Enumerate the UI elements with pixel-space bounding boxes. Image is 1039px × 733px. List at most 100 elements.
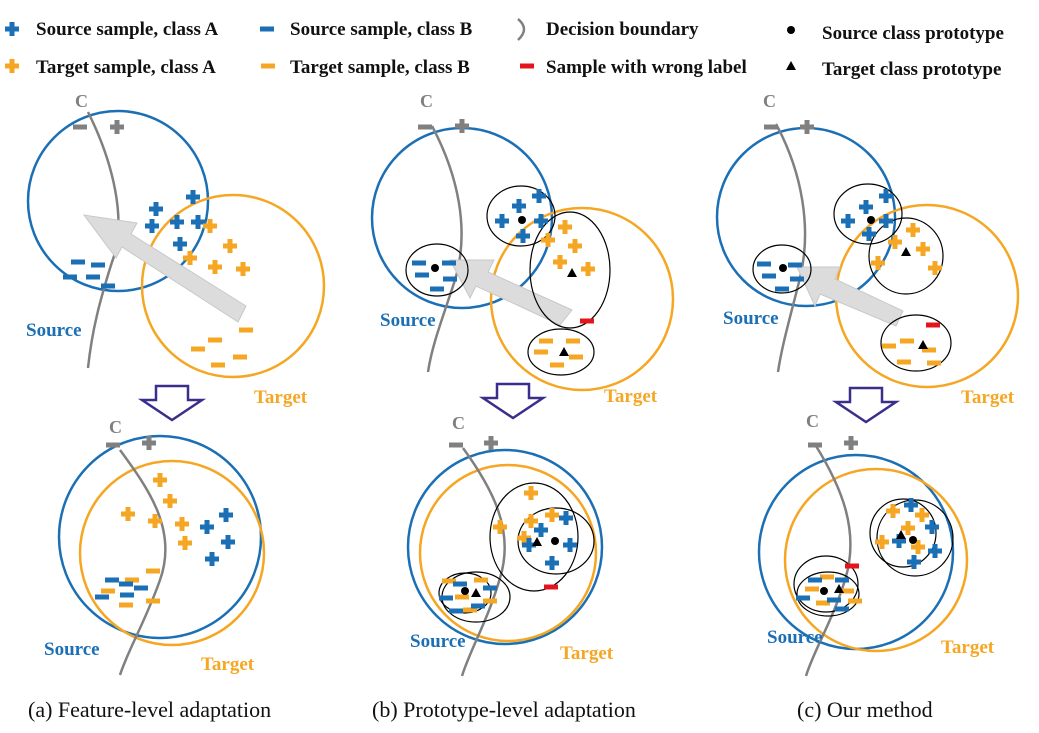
target-label: Target [941, 637, 995, 658]
target-domain-circle [489, 206, 675, 392]
target-class-a-icon [5, 59, 19, 73]
target-prototype-icon [786, 61, 796, 70]
panel-b: C [370, 91, 675, 722]
boundary-label: C [420, 91, 433, 111]
wrong-label-sample [926, 322, 940, 328]
boundary-label: C [763, 91, 776, 111]
target-prototype-a [532, 537, 542, 546]
legend-target-a: Target sample, class A [5, 57, 216, 78]
target-prototype-b [834, 584, 844, 593]
target-samples-b [101, 568, 160, 608]
target-class-b-icon [261, 63, 275, 69]
target-domain-circle [783, 467, 969, 653]
down-arrow-icon [481, 382, 545, 420]
legend-boundary-label: Decision boundary [546, 19, 699, 40]
minus-side-icon [449, 442, 463, 448]
panel-c-after: C [757, 411, 995, 677]
panel-caption: (c) Our method [797, 697, 933, 722]
legend-source-a: Source sample, class A [5, 19, 219, 40]
down-arrow-icon [140, 384, 204, 422]
legend-target-a-label: Target sample, class A [36, 57, 216, 78]
panel-a: C Source [26, 91, 326, 722]
wrong-label-icon [520, 63, 534, 69]
panel-caption: (b) Prototype-level adaptation [372, 697, 636, 722]
minus-side-icon [418, 124, 432, 130]
target-samples-a [541, 220, 595, 276]
target-cluster-a [529, 211, 611, 329]
source-prototype-b [820, 587, 828, 595]
decision-boundary [460, 447, 506, 677]
legend-wrong-label: Sample with wrong label [546, 57, 747, 78]
plus-side-icon [800, 120, 814, 134]
source-prototype-b [431, 264, 439, 272]
target-cluster-b [880, 314, 952, 372]
panel-b-after: C [406, 413, 614, 677]
source-domain-circle [26, 109, 210, 293]
source-cluster-b [793, 555, 859, 613]
wrong-label-sample [845, 563, 859, 569]
target-prototype-a [567, 268, 577, 277]
panel-c-before: C [715, 91, 1020, 408]
source-prototype-a [551, 537, 559, 545]
boundary-label: C [452, 413, 465, 433]
target-cluster-a [868, 217, 944, 295]
source-cluster-b [752, 244, 812, 294]
source-class-a-icon [5, 22, 19, 36]
target-prototype-a [896, 530, 906, 539]
adaptation-arrow [796, 266, 904, 327]
boundary-label: C [109, 417, 122, 437]
plus-side-icon [455, 119, 469, 133]
legend-boundary: Decision boundary [517, 18, 699, 41]
legend-wrong: Sample with wrong label [520, 57, 747, 78]
wrong-label-sample [544, 584, 558, 590]
minus-side-icon [808, 442, 822, 448]
legend-target-b: Target sample, class B [261, 57, 470, 78]
adaptation-arrow [82, 214, 247, 323]
minus-side-icon [764, 124, 778, 130]
source-prototype-a [909, 536, 917, 544]
target-cluster-b [527, 328, 595, 376]
source-domain-circle [406, 448, 604, 646]
target-cluster-a [489, 482, 579, 592]
source-prototype-a [518, 216, 526, 224]
source-cluster-a [517, 507, 595, 575]
source-label: Source [410, 631, 466, 652]
source-label: Source [380, 310, 436, 331]
minus-side-icon [73, 124, 87, 130]
panel-caption: (a) Feature-level adaptation [28, 697, 271, 722]
adaptation-arrow [449, 259, 573, 326]
panel-a-before: C Source [26, 91, 326, 408]
target-samples-a [875, 504, 929, 554]
target-prototype-b [559, 347, 569, 356]
minus-side-icon [106, 442, 120, 448]
target-samples-a [183, 219, 250, 276]
target-samples-b [882, 338, 941, 366]
legend: Source sample, class A Source sample, cl… [5, 18, 1004, 80]
target-domain-circle [140, 193, 326, 379]
target-prototype-b [471, 588, 481, 597]
target-label: Target [254, 387, 308, 408]
source-cluster-a [833, 183, 903, 245]
legend-target-proto: Target class prototype [786, 59, 1001, 80]
source-label: Source [723, 308, 779, 329]
target-label: Target [560, 643, 614, 664]
source-prototype-icon [787, 26, 795, 34]
target-label: Target [201, 654, 255, 675]
target-domain-circle [78, 459, 266, 647]
target-prototype-b [918, 340, 928, 349]
source-label: Source [26, 320, 82, 341]
source-samples-a [495, 189, 548, 243]
panel-b-before: C [370, 91, 675, 407]
source-cluster-a [876, 499, 954, 577]
target-samples-b [534, 338, 583, 368]
source-prototype-a [867, 216, 875, 224]
source-samples-a [841, 189, 893, 241]
decision-boundary [426, 125, 463, 373]
plus-side-icon [110, 120, 124, 134]
decision-boundary [118, 449, 167, 676]
decision-boundary [86, 111, 120, 369]
down-arrow-icon [834, 386, 898, 424]
source-domain-circle [57, 434, 263, 640]
source-cluster-b [405, 243, 469, 297]
